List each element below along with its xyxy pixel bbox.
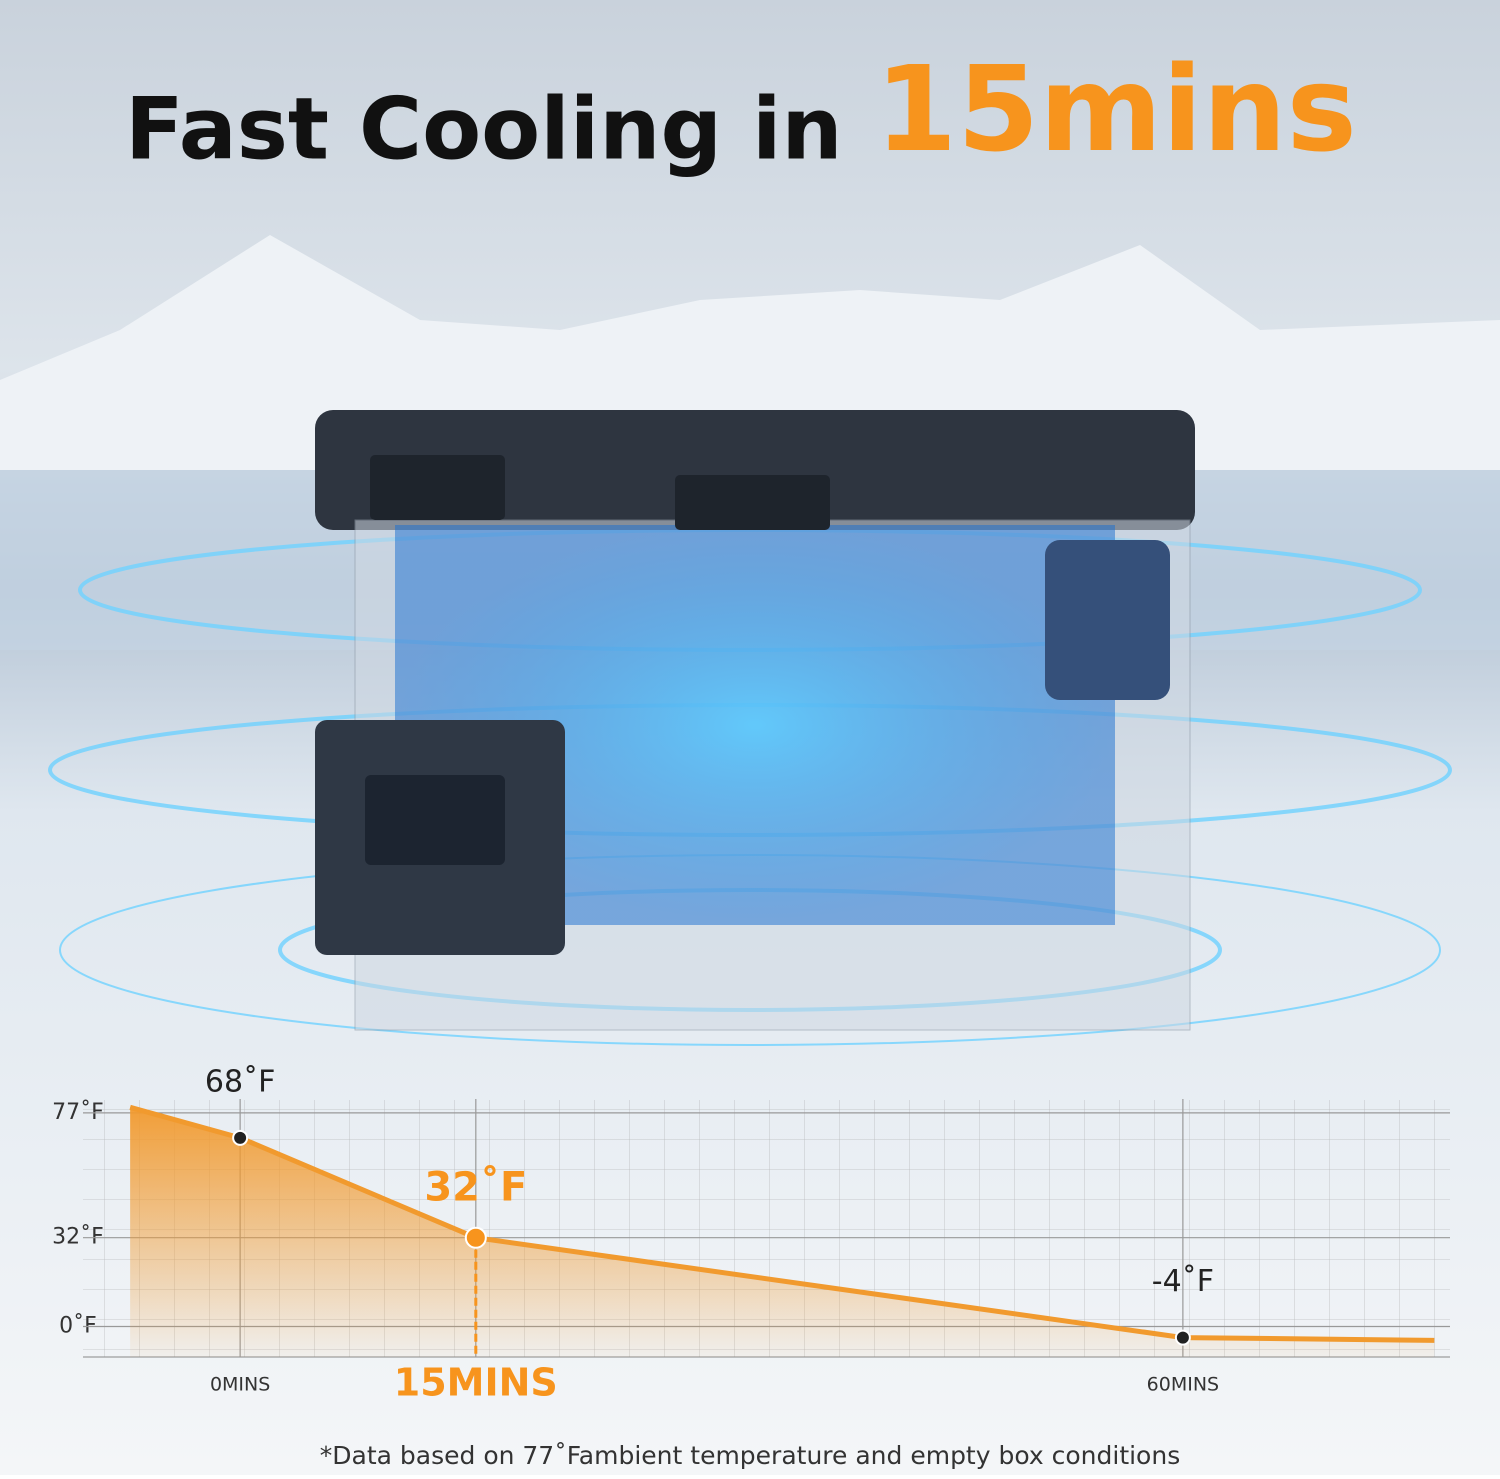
x-tick-label: 60MINS bbox=[1147, 1374, 1219, 1396]
cooler bbox=[315, 410, 1195, 1031]
value-label: 68˚F bbox=[205, 1064, 275, 1099]
value-label: -4˚F bbox=[1152, 1264, 1214, 1299]
area bbox=[130, 1107, 1435, 1357]
x-tick-label: 15MINS bbox=[394, 1361, 558, 1405]
value-label: 32˚F bbox=[424, 1164, 527, 1211]
point bbox=[1174, 1329, 1191, 1346]
x-tick-label: 0MINS bbox=[210, 1374, 270, 1396]
point bbox=[232, 1129, 249, 1146]
point bbox=[464, 1226, 487, 1249]
title: Fast Cooling in bbox=[125, 79, 843, 179]
title-highlight: 15mins bbox=[875, 40, 1357, 178]
footnote: *Data based on 77˚Fambient temperature a… bbox=[320, 1441, 1180, 1470]
